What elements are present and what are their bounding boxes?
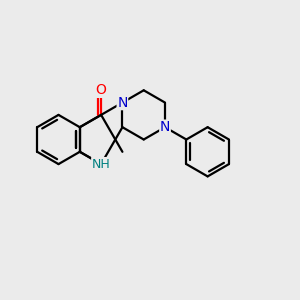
Text: N: N	[160, 120, 170, 134]
Text: N: N	[117, 96, 128, 110]
Text: NH: NH	[92, 158, 110, 171]
Text: O: O	[96, 83, 106, 97]
